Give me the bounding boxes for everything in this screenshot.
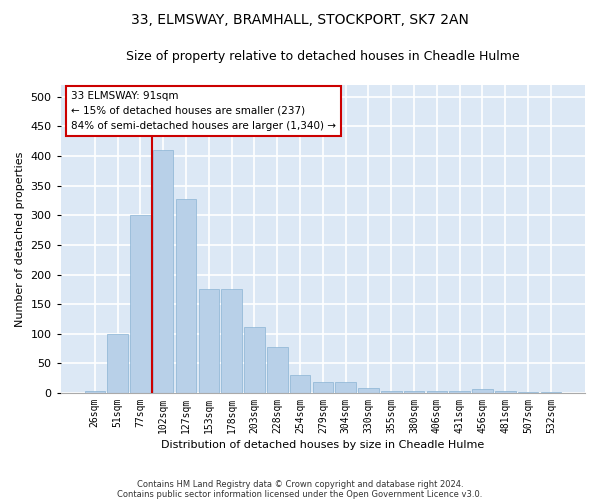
Bar <box>449 390 470 393</box>
Text: 33, ELMSWAY, BRAMHALL, STOCKPORT, SK7 2AN: 33, ELMSWAY, BRAMHALL, STOCKPORT, SK7 2A… <box>131 12 469 26</box>
Bar <box>153 150 173 393</box>
Bar <box>518 392 538 393</box>
Bar <box>199 290 219 393</box>
Text: 33 ELMSWAY: 91sqm
← 15% of detached houses are smaller (237)
84% of semi-detache: 33 ELMSWAY: 91sqm ← 15% of detached hous… <box>71 91 336 131</box>
Y-axis label: Number of detached properties: Number of detached properties <box>15 152 25 326</box>
Bar <box>85 391 105 393</box>
Bar <box>358 388 379 393</box>
Bar <box>427 390 447 393</box>
Bar <box>221 290 242 393</box>
Bar <box>313 382 333 393</box>
Bar <box>107 334 128 393</box>
Bar <box>244 326 265 393</box>
Bar <box>290 374 310 393</box>
Bar <box>472 389 493 393</box>
Bar <box>541 392 561 393</box>
Title: Size of property relative to detached houses in Cheadle Hulme: Size of property relative to detached ho… <box>126 50 520 63</box>
Bar <box>335 382 356 393</box>
Bar <box>404 390 424 393</box>
Bar <box>381 390 401 393</box>
Bar <box>495 390 515 393</box>
Bar <box>267 348 287 393</box>
Bar <box>176 198 196 393</box>
Text: Contains HM Land Registry data © Crown copyright and database right 2024.
Contai: Contains HM Land Registry data © Crown c… <box>118 480 482 499</box>
X-axis label: Distribution of detached houses by size in Cheadle Hulme: Distribution of detached houses by size … <box>161 440 484 450</box>
Bar <box>130 214 151 393</box>
